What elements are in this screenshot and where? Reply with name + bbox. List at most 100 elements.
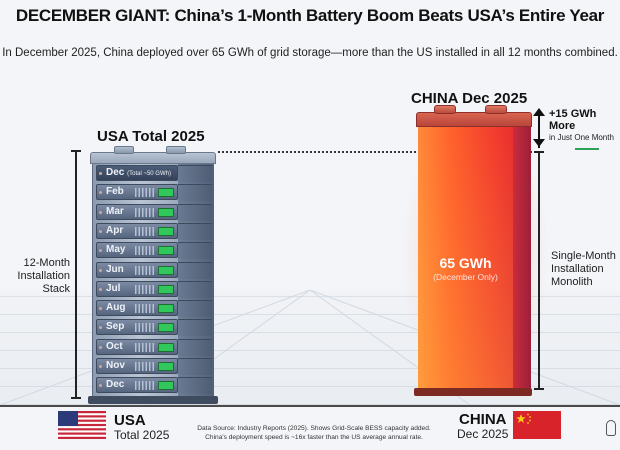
battery-charge-icon — [158, 265, 174, 275]
china-battery-side — [513, 122, 531, 388]
usa-rack-base — [88, 396, 218, 404]
battery-charge-icon — [158, 284, 174, 294]
usa-module-side — [178, 222, 212, 240]
usa-module-label: Oct — [106, 340, 123, 352]
china-monolith-label: Single-Month Installation Monolith — [551, 250, 617, 289]
usa-module-label: Jul — [106, 282, 121, 294]
battery-charge-icon — [158, 304, 174, 314]
usa-month-module: Sep — [96, 319, 178, 336]
usa-month-module: Nov — [96, 358, 178, 374]
usa-month-module: Jun — [96, 261, 178, 278]
usa-module-side — [178, 261, 212, 279]
battery-charge-icon — [158, 226, 174, 236]
page-title: DECEMBER GIANT: China’s 1-Month Battery … — [15, 6, 605, 25]
data-source-note: Data Source: Industry Reports (2025). Sh… — [178, 424, 450, 442]
china-monolith-line1: Single-Month — [551, 250, 616, 262]
battery-charge-icon — [158, 381, 174, 391]
china-bracket-top — [534, 151, 544, 153]
china-monolith-line3: Monolith — [551, 276, 593, 288]
usa-module-label: Jun — [106, 263, 124, 275]
usa-footer-period: Total 2025 — [114, 428, 170, 442]
usa-module-side — [178, 165, 212, 182]
arrow-up-icon — [533, 108, 545, 116]
china-battery-top — [416, 112, 532, 127]
usa-module-side — [178, 300, 212, 318]
china-flag-icon — [513, 411, 561, 439]
battery-charge-icon — [158, 323, 174, 333]
module-indicator-dot — [99, 210, 102, 214]
vent-icon — [135, 342, 155, 352]
china-value-label: 65 GWh — [439, 255, 492, 271]
usa-month-module: May — [96, 242, 178, 259]
module-indicator-dot — [99, 191, 102, 195]
usa-module-label: Aug — [106, 302, 126, 314]
vent-icon — [135, 323, 155, 333]
usa-month-module: Dec — [96, 377, 178, 394]
vent-icon — [135, 304, 155, 314]
module-indicator-dot — [99, 229, 102, 233]
usa-month-module: Apr — [96, 222, 178, 239]
usa-module-label: May — [106, 244, 126, 256]
vent-icon — [135, 362, 155, 371]
module-indicator-dot — [99, 172, 102, 175]
battery-charge-icon — [158, 342, 174, 352]
usa-stack-label: 12-Month Installation Stack — [2, 257, 70, 296]
usa-flag-icon — [58, 411, 106, 439]
usa-module-side — [178, 280, 212, 298]
source-line1: Data Source: Industry Reports (2025). Sh… — [197, 425, 431, 432]
china-battery-bar — [418, 126, 513, 388]
usa-module-label: Dec — [106, 167, 128, 178]
vent-icon — [135, 381, 155, 391]
china-value-note: (December Only) — [433, 272, 498, 282]
arrow-down-icon — [533, 139, 545, 147]
highlight-underline — [575, 148, 599, 150]
china-bar-label: CHINA Dec 2025 — [411, 90, 528, 107]
china-battery-shading — [418, 126, 513, 388]
usa-module-label: Apr — [106, 224, 124, 236]
vent-icon — [135, 207, 155, 217]
module-indicator-dot — [99, 287, 102, 291]
module-indicator-dot — [99, 307, 102, 311]
usa-month-module: Oct — [96, 338, 178, 355]
usa-module-side — [178, 377, 212, 395]
usa-module-side — [178, 358, 212, 375]
china-battery-base — [414, 388, 532, 396]
usa-month-module: Feb — [96, 184, 178, 201]
source-line2: China's deployment speed is ~16x faster … — [205, 434, 423, 441]
battery-charge-icon — [158, 362, 174, 371]
vent-icon — [135, 226, 155, 236]
usa-month-module: Mar — [96, 203, 178, 220]
module-indicator-dot — [99, 326, 102, 330]
module-indicator-dot — [99, 268, 102, 272]
module-indicator-dot — [99, 249, 102, 253]
china-terminal-right — [485, 105, 507, 114]
footer-divider — [0, 405, 620, 407]
usa-rack-top — [90, 152, 216, 164]
usa-bar-label: USA Total 2025 — [97, 128, 205, 145]
usa-module-side — [178, 203, 212, 221]
usa-bracket-top — [71, 150, 81, 152]
usa-module-side — [178, 184, 212, 202]
usa-module-side — [178, 319, 212, 337]
usa-footer-country: USA — [114, 412, 146, 429]
vent-icon — [135, 188, 155, 198]
china-footer-period: Dec 2025 — [457, 427, 509, 441]
china-bracket-bottom — [534, 388, 544, 390]
vent-icon — [135, 265, 155, 275]
usa-module-label: Nov — [106, 360, 125, 371]
difference-sublabel: in Just One Month — [549, 133, 614, 142]
difference-arrow — [538, 114, 540, 148]
usa-module-side — [178, 242, 212, 260]
page-subtitle: In December 2025, China deployed over 65… — [2, 47, 618, 59]
battery-charge-icon — [158, 246, 174, 256]
comparison-dotted-line — [218, 151, 536, 153]
usa-module-label: Feb — [106, 186, 124, 198]
usa-stack-label-line2: Installation Stack — [17, 270, 70, 295]
vent-icon — [135, 246, 155, 256]
vent-icon — [135, 284, 155, 294]
battery-charge-icon — [158, 188, 174, 198]
usa-month-module: Aug — [96, 300, 178, 317]
usa-terminal-right — [166, 146, 186, 154]
usa-month-module: Jul — [96, 280, 178, 297]
usa-module-label: Dec — [106, 379, 125, 391]
